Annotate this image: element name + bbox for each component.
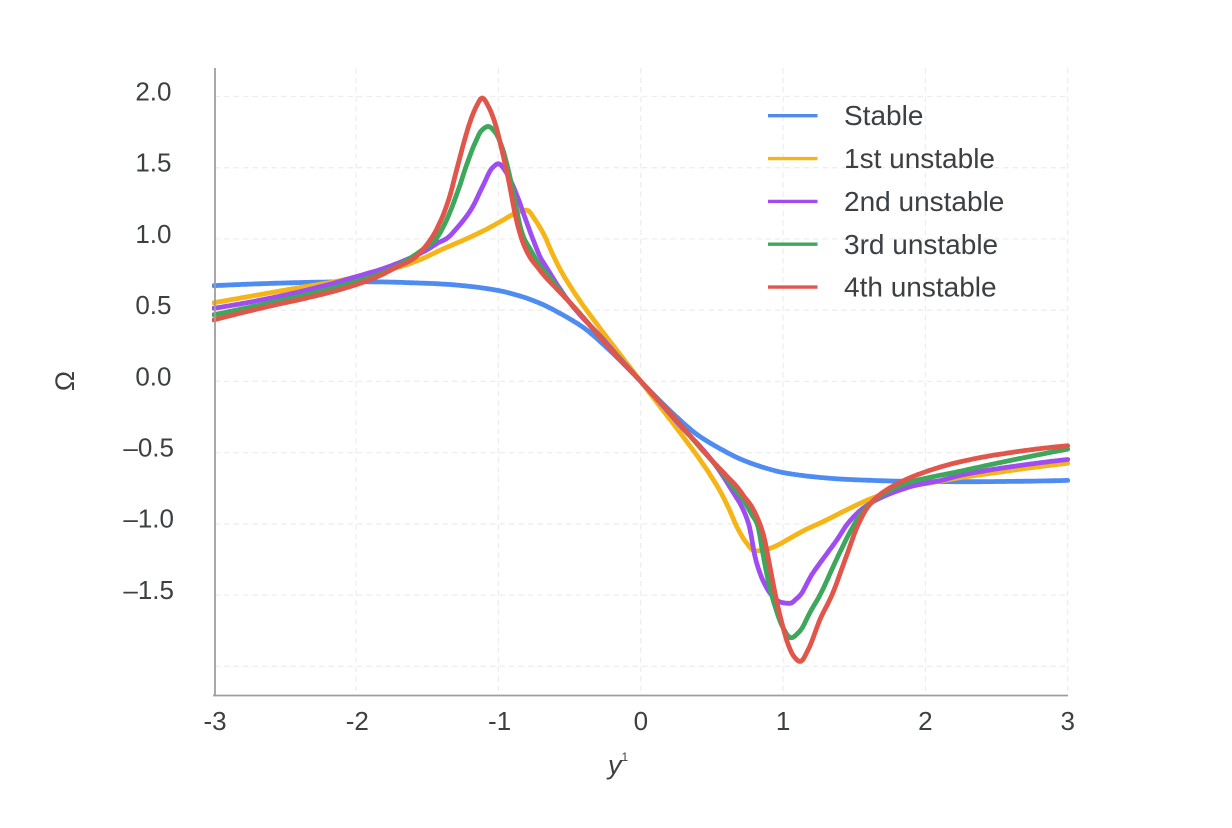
svg-text:0.5: 0.5 <box>135 290 171 320</box>
svg-text:-1: -1 <box>488 706 511 736</box>
svg-text:1: 1 <box>776 706 790 736</box>
svg-text:4th unstable: 4th unstable <box>844 272 997 303</box>
svg-text:-3: -3 <box>203 706 226 736</box>
svg-text:2: 2 <box>918 706 932 736</box>
svg-text:-2: -2 <box>346 706 369 736</box>
svg-text:0.0: 0.0 <box>135 361 171 391</box>
svg-text:–0.5: –0.5 <box>123 432 174 462</box>
svg-text:0: 0 <box>634 706 648 736</box>
svg-text:3: 3 <box>1060 706 1074 736</box>
svg-text:–1.5: –1.5 <box>123 575 174 605</box>
svg-text:2.0: 2.0 <box>135 76 171 106</box>
svg-text:1st unstable: 1st unstable <box>844 143 995 174</box>
svg-text:2nd unstable: 2nd unstable <box>844 186 1004 217</box>
svg-text:1.0: 1.0 <box>135 219 171 249</box>
svg-text:Ω: Ω <box>50 371 80 391</box>
svg-text:Stable: Stable <box>844 100 923 131</box>
svg-text:3rd unstable: 3rd unstable <box>844 229 998 260</box>
svg-text:1.5: 1.5 <box>135 148 171 178</box>
svg-text:–1.0: –1.0 <box>123 504 174 534</box>
